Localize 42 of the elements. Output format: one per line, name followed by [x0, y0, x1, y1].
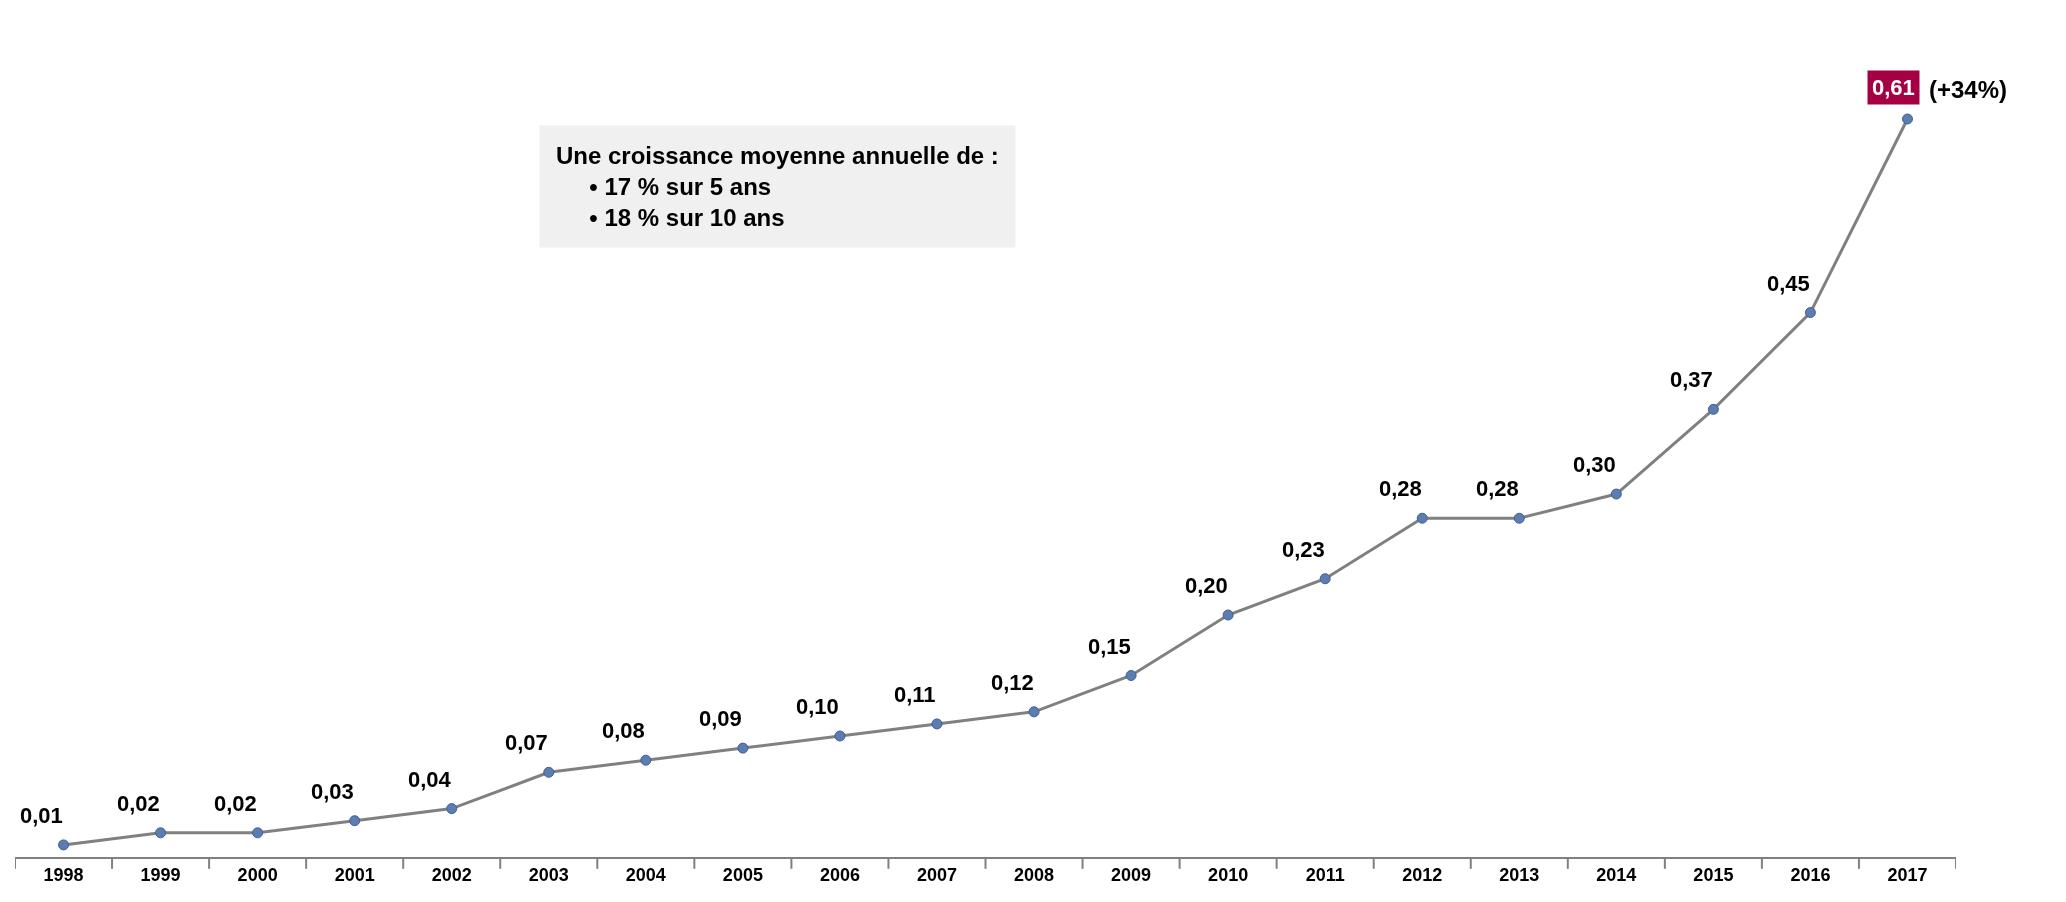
data-label: 0,30: [1573, 452, 1616, 477]
annotation: (+34%): [1929, 76, 2008, 103]
x-tick-label: 2003: [528, 864, 569, 885]
x-tick-label: 1999: [140, 864, 181, 885]
x-tick-label: 2010: [1208, 864, 1249, 885]
data-label: 0,08: [602, 718, 645, 743]
data-label: 0,03: [311, 779, 354, 804]
data-label: 0,01: [20, 803, 63, 828]
data-label: 0,28: [1476, 476, 1519, 501]
x-tick-label: 2007: [916, 864, 957, 885]
x-tick-label: 2000: [237, 864, 278, 885]
x-tick-label: 2012: [1402, 864, 1443, 885]
data-label: 0,09: [699, 706, 742, 731]
data-label: 0,10: [796, 694, 839, 719]
data-label: 0,37: [1670, 367, 1713, 392]
data-label: 0,23: [1282, 537, 1325, 562]
data-label: 0,28: [1379, 476, 1422, 501]
x-tick-label: 2016: [1790, 864, 1831, 885]
x-tick-label: 1998: [43, 864, 84, 885]
annotation: Une croissance moyenne annuelle de : • 17 % sur 5 ans • 18 % sur 10 ans: [556, 142, 999, 232]
x-tick-label: 2014: [1596, 864, 1637, 885]
x-tick-label: 2017: [1887, 864, 1928, 885]
x-tick-label: 2015: [1693, 864, 1734, 885]
x-tick-label: 2001: [334, 864, 375, 885]
data-label: 0,04: [408, 767, 452, 792]
data-label: 0,20: [1185, 573, 1228, 598]
data-label: 0,02: [117, 791, 160, 816]
x-tick-label: 2011: [1305, 864, 1345, 885]
data-label: 0,45: [1767, 271, 1810, 296]
data-label: 0,61: [1872, 75, 1915, 100]
x-tick-label: 2004: [625, 864, 666, 885]
x-tick-label: 2002: [431, 864, 472, 885]
data-label: 0,15: [1088, 634, 1131, 659]
data-label: 0,11: [894, 682, 936, 707]
x-tick-label: 2013: [1499, 864, 1540, 885]
data-label: 0,02: [214, 791, 257, 816]
data-label: 0,12: [991, 670, 1034, 695]
data-label: 0,07: [505, 730, 548, 755]
x-tick-label: 2008: [1014, 864, 1055, 885]
x-tick-label: 2009: [1111, 864, 1152, 885]
x-tick-label: 2005: [722, 864, 763, 885]
x-tick-label: 2006: [819, 864, 860, 885]
